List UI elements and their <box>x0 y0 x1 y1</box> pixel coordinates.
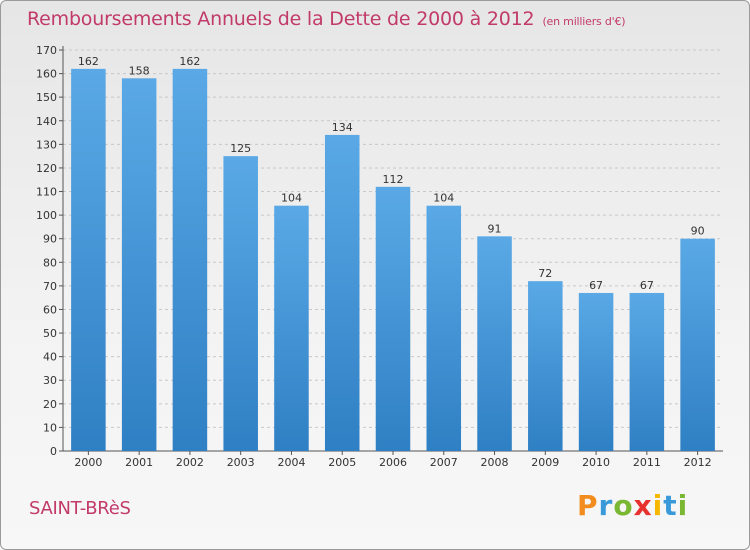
bar-2010 <box>578 292 614 451</box>
bars <box>71 68 715 452</box>
y-tick-label: 110 <box>36 186 57 199</box>
value-label-2000: 162 <box>78 55 99 68</box>
value-label-2012: 90 <box>691 225 705 238</box>
logo-letter: i <box>677 489 689 522</box>
value-label-2009: 72 <box>538 267 552 280</box>
y-tick-label: 20 <box>43 398 57 411</box>
value-label-2008: 91 <box>488 222 502 235</box>
logo-letter: i <box>652 489 664 522</box>
value-label-2007: 104 <box>433 192 454 205</box>
value-label-2010: 67 <box>589 279 603 292</box>
y-tick-label: 100 <box>36 209 57 222</box>
x-tick-label-2000: 2000 <box>74 456 102 469</box>
chart-title-text: Remboursements Annuels de la Dette de 20… <box>27 8 535 30</box>
x-tick-label-2011: 2011 <box>633 456 661 469</box>
bar-2006 <box>375 186 411 451</box>
value-label-2001: 158 <box>129 64 150 77</box>
y-tick-label: 120 <box>36 162 57 175</box>
logo-letter: x <box>633 489 653 522</box>
x-tick-label-2001: 2001 <box>125 456 153 469</box>
y-tick-label: 130 <box>36 138 57 151</box>
y-tick-label: 70 <box>43 280 57 293</box>
bar-2002 <box>172 68 208 451</box>
value-label-2002: 162 <box>179 55 200 68</box>
x-tick-label-2005: 2005 <box>328 456 356 469</box>
bar-2011 <box>629 292 665 451</box>
bar-2004 <box>274 205 309 451</box>
logo-letter: o <box>613 489 634 522</box>
y-tick-label: 50 <box>43 327 57 340</box>
y-tick-label: 10 <box>43 421 57 434</box>
value-labels: 162 158 162 125 104 134 112 104 91 72 67 67 90 <box>78 55 705 292</box>
logo-letter: r <box>598 489 614 522</box>
x-tick-label-2007: 2007 <box>430 456 458 469</box>
x-tick-labels: 2000 2001 2002 2003 2004 2005 2006 2007 2008 2009… <box>74 451 712 469</box>
x-tick-label-2003: 2003 <box>227 456 255 469</box>
y-tick-label: 40 <box>43 351 57 364</box>
bar-2008 <box>477 236 512 451</box>
logo-letter: t <box>663 489 678 522</box>
chart-title: Remboursements Annuels de la Dette de 20… <box>27 8 626 30</box>
x-tick-label-2006: 2006 <box>379 456 407 469</box>
y-tick-label: 80 <box>43 256 57 269</box>
commune-name: SAINT-BRèS <box>29 498 131 519</box>
bar-2012 <box>680 238 715 451</box>
y-tick-label: 170 <box>36 44 57 57</box>
bar-2005 <box>324 134 360 451</box>
x-tick-label-2004: 2004 <box>277 456 305 469</box>
x-tick-label-2009: 2009 <box>531 456 559 469</box>
x-tick-label-2008: 2008 <box>481 456 509 469</box>
x-tick-label-2002: 2002 <box>176 456 204 469</box>
y-tick-label: 90 <box>43 233 57 246</box>
y-tick-label: 150 <box>36 91 57 104</box>
x-tick-label-2010: 2010 <box>582 456 610 469</box>
value-label-2005: 134 <box>332 121 353 134</box>
y-tick-label: 30 <box>43 374 57 387</box>
proxiti-logo: Proxiti <box>577 489 688 522</box>
value-label-2004: 104 <box>281 192 302 205</box>
y-tick-label: 60 <box>43 303 57 316</box>
bar-2001 <box>121 78 157 452</box>
value-label-2011: 67 <box>640 279 654 292</box>
x-tick-label-2012: 2012 <box>684 456 712 469</box>
y-tick-labels: 0 10 20 30 40 50 60 70 80 90 100 110 120 130 140 150 160… <box>36 44 57 458</box>
value-label-2006: 112 <box>383 173 404 186</box>
chart-unit: (en milliers d'€) <box>542 15 626 28</box>
bar-2007 <box>426 205 462 451</box>
value-label-2003: 125 <box>230 142 251 155</box>
bar-2003 <box>223 156 258 451</box>
logo-letter: P <box>577 489 599 522</box>
bar-2009 <box>528 281 563 451</box>
y-tick-label: 140 <box>36 115 57 128</box>
y-tick-label: 0 <box>50 445 57 458</box>
y-tick-label: 160 <box>36 68 57 81</box>
bar-2000 <box>71 68 106 451</box>
